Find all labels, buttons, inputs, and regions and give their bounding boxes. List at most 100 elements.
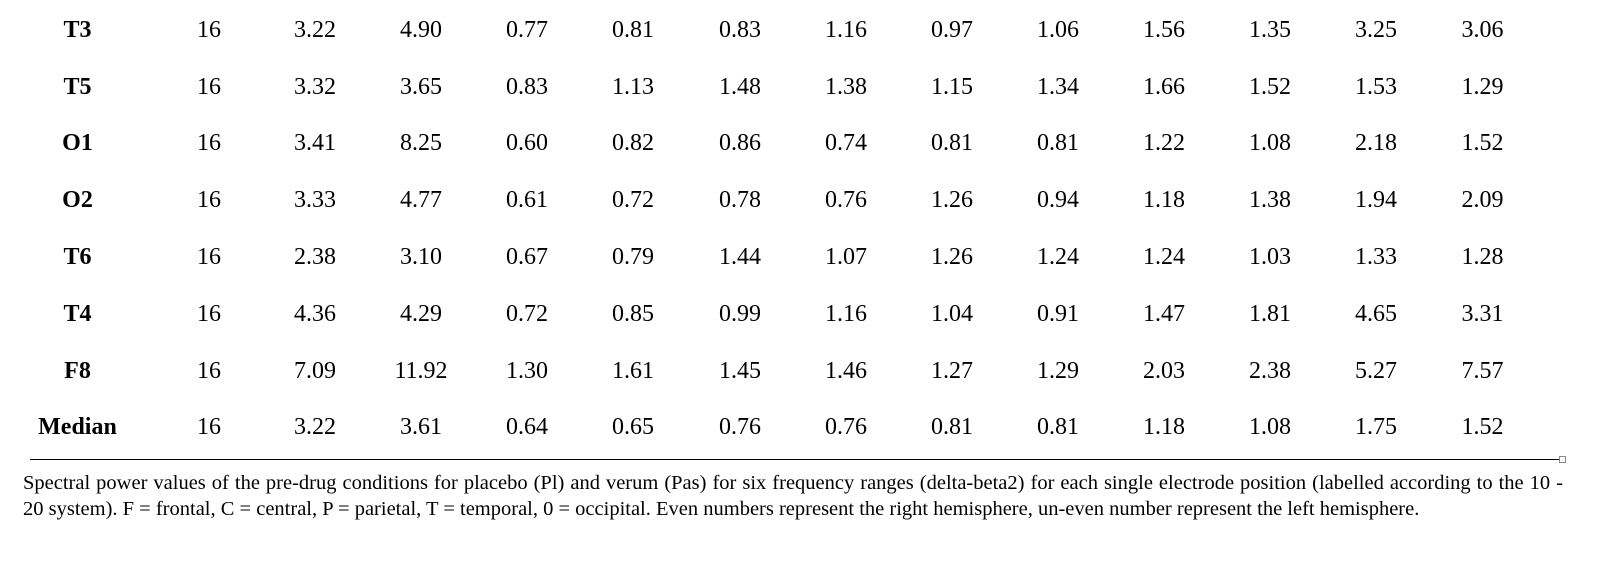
row-label: F8 [64,357,91,384]
table-cell: 1.47 [1143,300,1185,327]
table-cell: 0.72 [612,187,654,214]
table-cell: 0.99 [719,300,761,327]
table-cell: 0.61 [506,187,548,214]
table-row: F8 16 7.09 11.92 1.30 1.61 1.45 1.46 1.27 1.29 2.0… [0,343,1536,400]
table-cell: 16 [197,16,221,43]
table-cell: 1.56 [1143,16,1185,43]
table-cell: 1.44 [719,244,761,271]
table-cell: 1.22 [1143,130,1185,157]
table-cell: 8.25 [400,130,442,157]
table-cell: 0.91 [1037,300,1079,327]
table-cell: 1.52 [1461,130,1504,157]
table-cell: 1.66 [1143,73,1185,100]
table-cell: 0.81 [1037,414,1079,441]
table-body: T3 16 3.22 4.90 0.77 0.81 0.83 1.16 0.97 1.06 1.56… [0,2,1536,456]
table-cell: 3.22 [294,16,336,43]
table-cell: 1.16 [825,16,867,43]
table-row: O2 16 3.33 4.77 0.61 0.72 0.78 0.76 1.26 0.94 1.18… [0,172,1536,229]
table-cell: 2.38 [294,244,336,271]
table-cell: 3.22 [294,414,336,441]
table-row: T3 16 3.22 4.90 0.77 0.81 0.83 1.16 0.97 1.06 1.56… [0,2,1536,59]
table-cell: 0.83 [506,73,548,100]
table-cell: 0.60 [506,130,548,157]
table-cell: 1.48 [719,73,761,100]
table-caption: Spectral power values of the pre-drug co… [23,472,1563,520]
table-cell: 0.64 [506,414,548,441]
table-cell: 0.82 [612,130,654,157]
table-cell: 0.67 [506,244,548,271]
table-cell: 1.34 [1037,73,1079,100]
table-cell: 1.30 [506,357,548,384]
row-label: T4 [63,300,92,327]
table-cell: 7.09 [294,357,336,384]
row-label: T5 [63,73,92,100]
table-cell: 0.76 [719,414,761,441]
table-row: T6 16 2.38 3.10 0.67 0.79 1.44 1.07 1.26 1.24 1.24… [0,229,1536,286]
table-cell: 3.32 [294,73,336,100]
table-cell: 1.38 [1249,187,1291,214]
table-cell: 1.08 [1249,130,1291,157]
table-cell: 0.81 [931,414,973,441]
table-cell: 0.83 [719,16,761,43]
table-cell: 4.90 [400,16,442,43]
table-cell: 1.75 [1355,414,1397,441]
table-row: T4 16 4.36 4.29 0.72 0.85 0.99 1.16 1.04 0.91 1.47… [0,286,1536,343]
table-cell: 3.41 [294,130,336,157]
spectral-power-table: T3 16 3.22 4.90 0.77 0.81 0.83 1.16 0.97 1.06 1.56… [0,2,1536,456]
data-table-container: T3 16 3.22 4.90 0.77 0.81 0.83 1.16 0.97 1.06 1.56… [0,2,1560,456]
row-label: O1 [62,130,93,157]
table-cell: 16 [197,357,221,384]
table-cell: 3.31 [1461,300,1504,327]
table-cell: 0.77 [506,16,548,43]
table-cell: 1.94 [1355,187,1397,214]
table-cell: 0.81 [931,130,973,157]
table-cell: 16 [197,73,221,100]
table-cell: 0.78 [719,187,761,214]
table-cell: 3.25 [1355,16,1397,43]
row-label: O2 [62,187,93,214]
table-cell: 0.76 [825,414,867,441]
table-row: T5 16 3.32 3.65 0.83 1.13 1.48 1.38 1.15 1.34 1.66… [0,59,1536,116]
table-cell: 5.27 [1355,357,1397,384]
table-cell: 3.10 [400,244,442,271]
table-cell: 4.29 [400,300,442,327]
table-cell: 0.86 [719,130,761,157]
table-cell: 16 [197,244,221,271]
table-cell: 1.18 [1143,187,1185,214]
table-cell: 1.08 [1249,414,1291,441]
table-cell: 0.81 [612,16,654,43]
table-cell: 16 [197,130,221,157]
table-cell: 1.61 [612,357,654,384]
table-bottom-rule [30,459,1560,460]
table-corner-handle [1559,456,1566,463]
table-cell: 1.06 [1037,16,1079,43]
table-cell: 1.35 [1249,16,1291,43]
table-cell: 1.07 [825,244,867,271]
table-cell: 0.94 [1037,187,1079,214]
table-row: O1 16 3.41 8.25 0.60 0.82 0.86 0.74 0.81 0.81 1.22… [0,116,1536,173]
table-cell: 0.85 [612,300,654,327]
table-cell: 4.36 [294,300,336,327]
table-cell: 3.33 [294,187,336,214]
table-cell: 1.38 [825,73,867,100]
table-cell: 1.24 [1037,244,1079,271]
table-cell: 0.74 [825,130,867,157]
table-cell: 2.18 [1355,130,1397,157]
table-cell: 1.16 [825,300,867,327]
table-cell: 0.97 [931,16,973,43]
table-cell: 7.57 [1461,357,1504,384]
table-cell: 1.52 [1249,73,1291,100]
table-cell: 1.46 [825,357,867,384]
table-cell: 1.28 [1461,244,1504,271]
row-label: Median [38,414,117,441]
table-cell: 1.24 [1143,244,1185,271]
table-cell: 0.65 [612,414,654,441]
table-cell: 2.38 [1249,357,1291,384]
table-cell: 3.65 [400,73,442,100]
row-label: T3 [63,16,92,43]
table-cell: 16 [197,414,221,441]
table-cell: 1.26 [931,187,973,214]
table-row: Median 16 3.22 3.61 0.64 0.65 0.76 0.76 0.81 0.81… [0,400,1536,457]
table-cell: 11.92 [394,357,448,384]
table-cell: 0.72 [506,300,548,327]
